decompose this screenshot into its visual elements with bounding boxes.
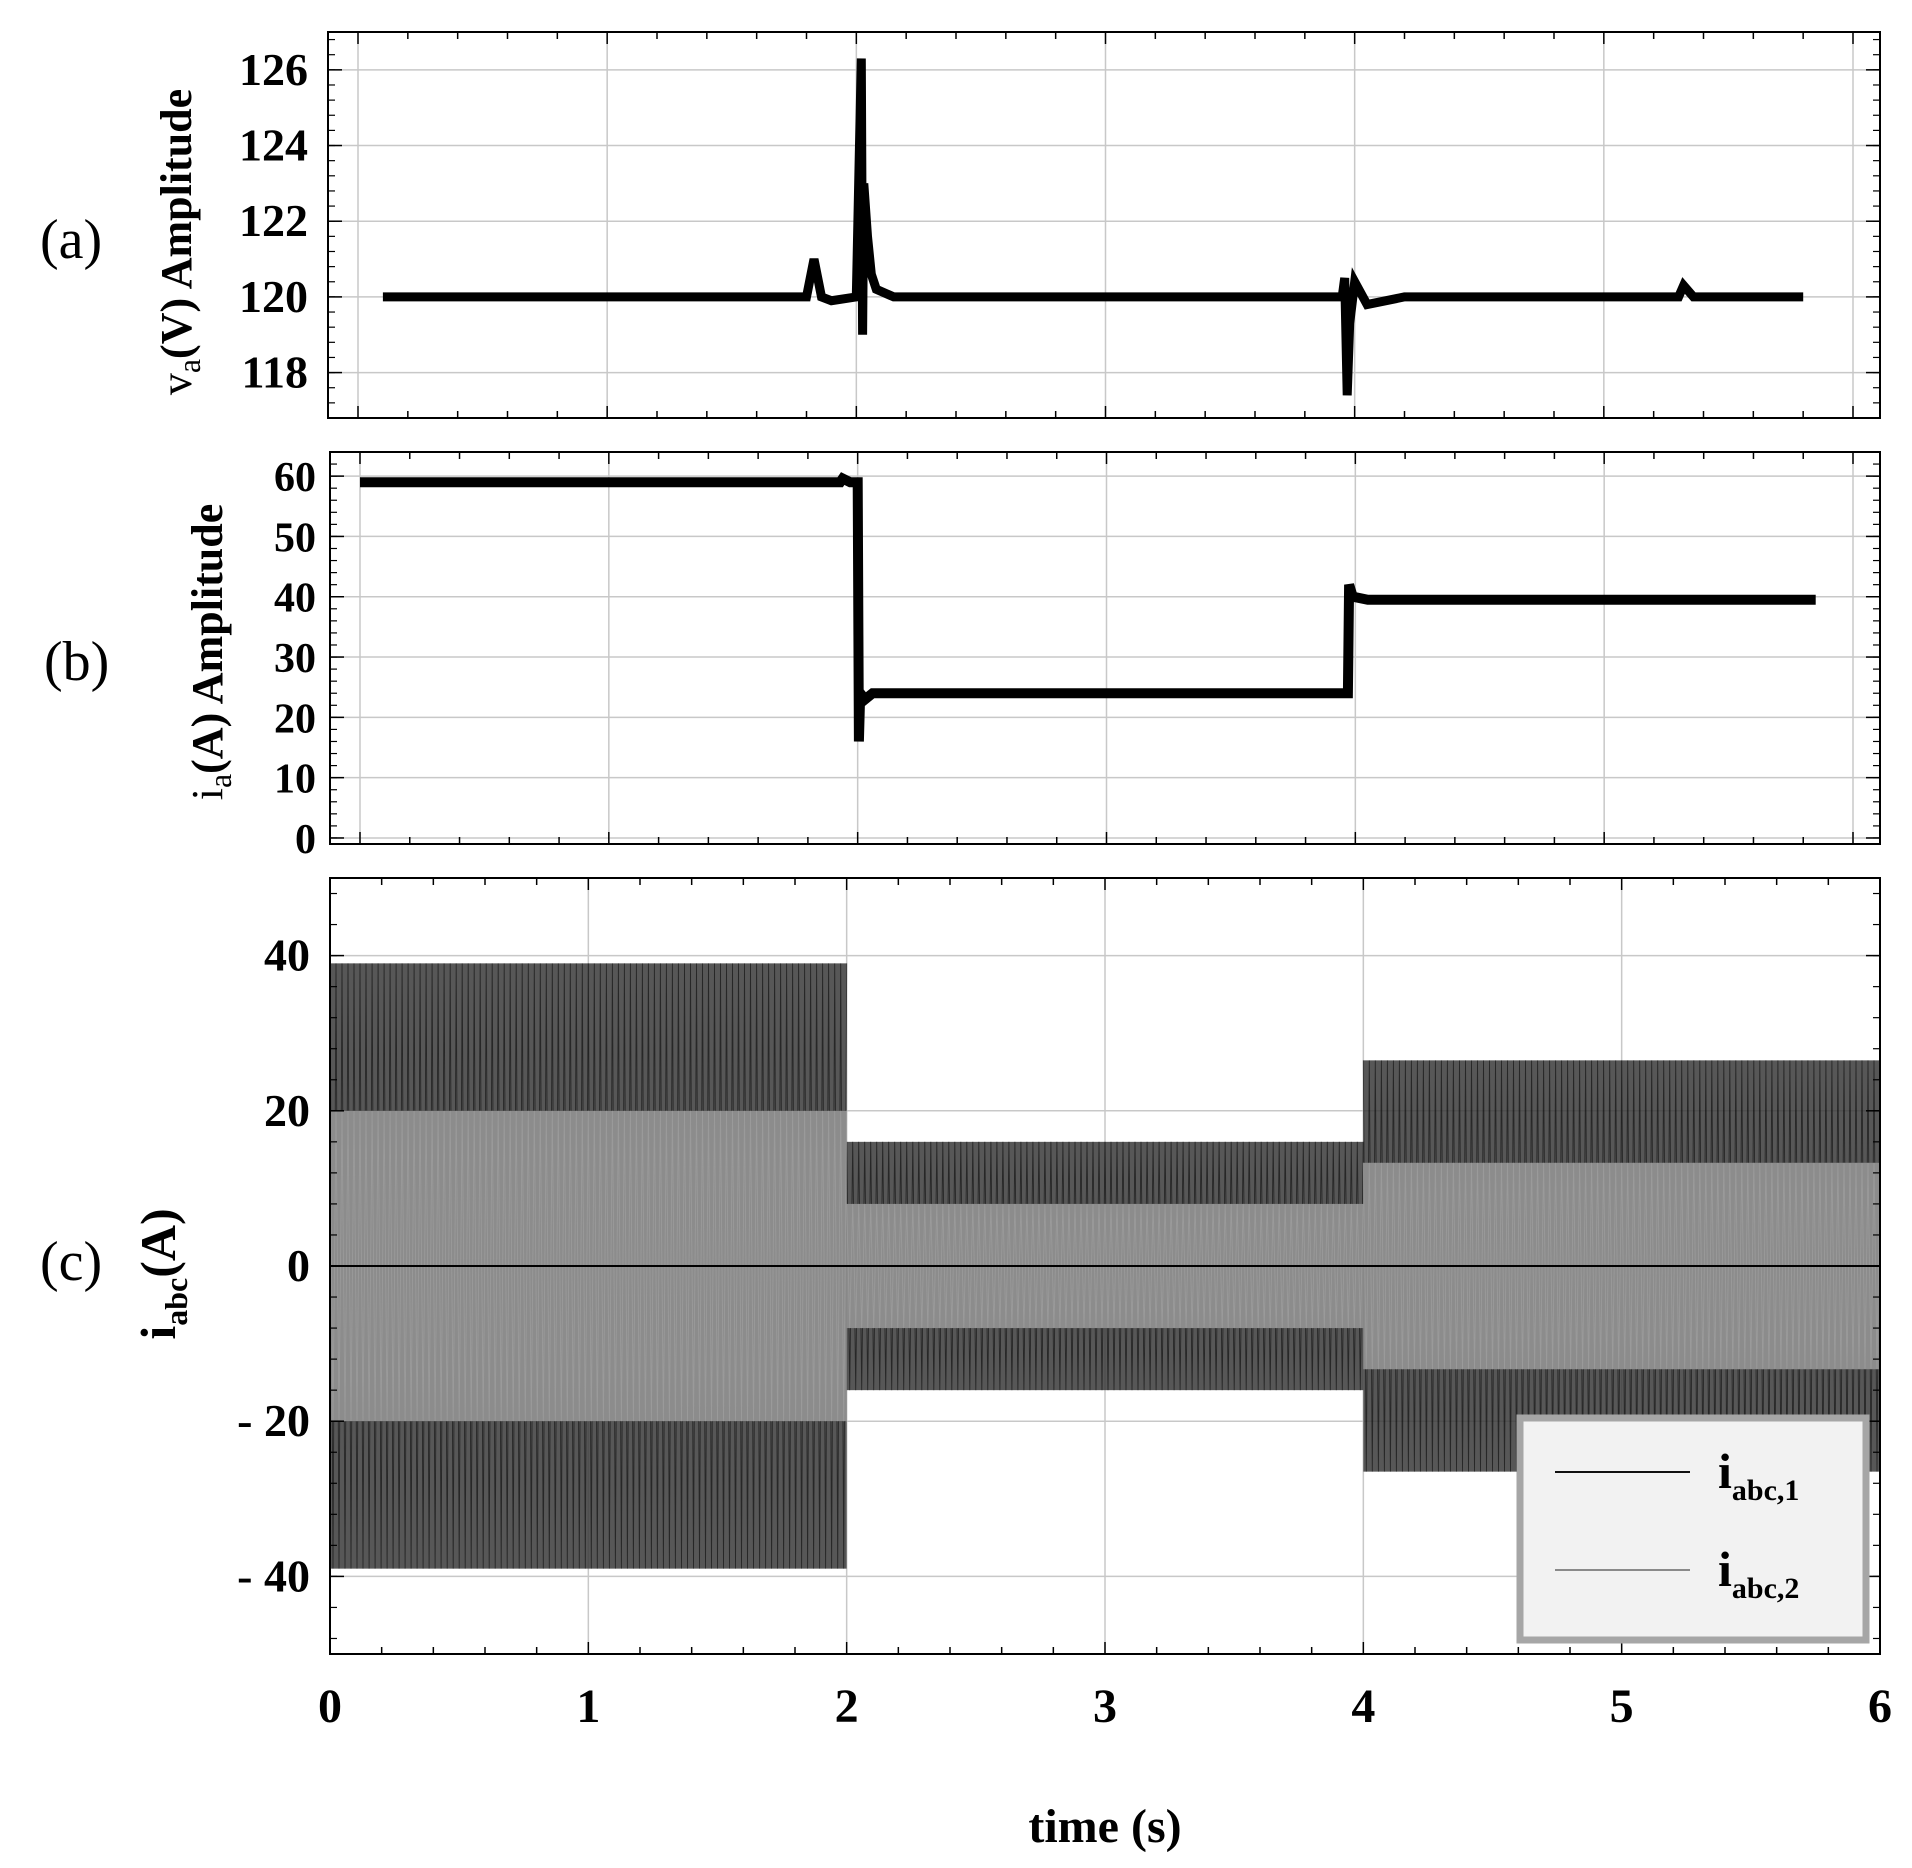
ytick-label: 126 <box>239 44 308 95</box>
xtick-label: 6 <box>1868 1680 1892 1733</box>
iabc-series <box>330 963 1880 1569</box>
ytick-label: 20 <box>264 1085 310 1136</box>
ia-amplitude-line <box>360 472 1816 742</box>
panel-c-frame <box>329 877 1881 1655</box>
ytick-label: 60 <box>274 455 316 501</box>
ytick-label: - 20 <box>237 1395 310 1446</box>
ytick-label: 0 <box>287 1240 310 1291</box>
x-axis-label: time (s) <box>1028 1800 1181 1853</box>
ytick-label: 10 <box>274 757 316 803</box>
xtick-label: 3 <box>1093 1680 1117 1733</box>
panel-c: - 40 - 20 0 20 40 0 1 2 3 4 5 6 (c) iabc(A) time (… <box>40 877 1892 1853</box>
legend-label-2: iabc,2 <box>1718 1541 1799 1605</box>
ytick-label: 118 <box>242 347 308 398</box>
ytick-label: 120 <box>239 271 308 322</box>
ytick-label: 50 <box>274 515 316 561</box>
series-wave-2 <box>1362 1162 1880 1370</box>
xtick-label: 0 <box>318 1680 342 1733</box>
grid-a <box>328 32 1880 418</box>
legend: iabc,1 iabc,2 <box>1516 1414 1870 1644</box>
panel-a: 118 120 122 124 126 (a) va(V) Amplitude <box>40 31 1881 419</box>
series-wave-2 <box>846 1203 1364 1329</box>
ytick-label: 40 <box>264 930 310 981</box>
va-amplitude-line <box>382 58 1804 396</box>
panel-a-frame <box>327 31 1881 419</box>
ytick-label: 20 <box>274 696 316 742</box>
ytick-label: 124 <box>239 120 308 171</box>
panel-b: 0 10 20 30 40 50 60 (b) ia(A) Amplitude <box>44 451 1881 863</box>
legend-box <box>1516 1414 1870 1644</box>
panel-b-frame <box>329 451 1881 845</box>
xticklabels: 0 1 2 3 4 5 6 <box>318 1680 1892 1733</box>
grid-b <box>330 452 1880 844</box>
xtick-label: 5 <box>1610 1680 1634 1733</box>
ytick-label: 30 <box>274 636 316 682</box>
panel-c-ylabel: iabc(A) <box>130 1208 194 1339</box>
ticks-a <box>328 32 1880 419</box>
yticklabels-a: 118 120 122 124 126 <box>239 44 308 398</box>
ytick-label: 40 <box>274 576 316 622</box>
panel-a-ylabel: va(V) Amplitude <box>152 89 207 395</box>
ticks-b <box>330 451 1880 844</box>
yticklabels-c: - 40 - 20 0 20 40 <box>237 930 310 1602</box>
panel-b-ylabel: ia(A) Amplitude <box>183 504 238 801</box>
xtick-label: 1 <box>576 1680 600 1733</box>
yticklabels-b: 0 10 20 30 40 50 60 <box>274 455 316 863</box>
panel-c-tag: (c) <box>40 1231 102 1293</box>
ytick-label: 122 <box>239 195 308 246</box>
xtick-label: 2 <box>835 1680 859 1733</box>
xtick-label: 4 <box>1351 1680 1375 1733</box>
series-wave-2 <box>330 1110 848 1422</box>
panel-b-tag: (b) <box>44 631 109 693</box>
ytick-label: 0 <box>295 817 316 863</box>
ytick-label: - 40 <box>237 1550 310 1601</box>
legend-label-1: iabc,1 <box>1718 1443 1799 1507</box>
panel-a-tag: (a) <box>40 209 102 271</box>
